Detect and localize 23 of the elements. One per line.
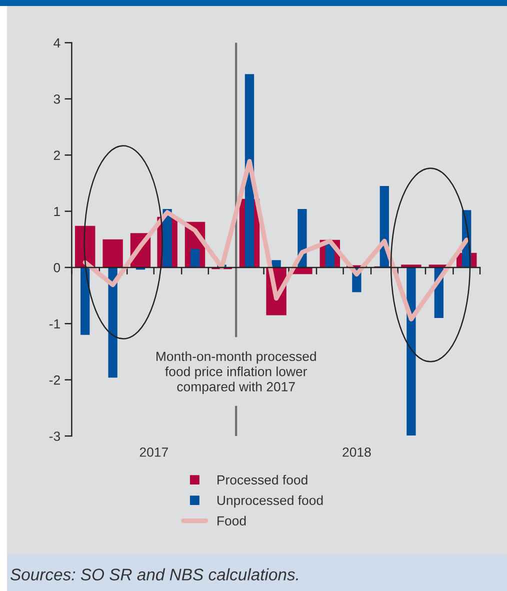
y-tick-label: 0 bbox=[54, 263, 60, 272]
bar bbox=[102, 239, 123, 268]
bar bbox=[406, 267, 416, 436]
y-tick-label: -3 bbox=[49, 432, 60, 441]
bar bbox=[401, 264, 422, 268]
annotation: Month-on-month processed food price inflation lower compared with 2017 bbox=[156, 351, 316, 394]
y-tick-label: -1 bbox=[49, 319, 60, 328]
legend-label: Processed food bbox=[218, 474, 308, 485]
x-tick-label: 2017 bbox=[140, 447, 168, 457]
source-note: Sources: SO SR and NBS calculations. bbox=[10, 568, 298, 580]
bar bbox=[108, 267, 118, 378]
legend-label: Unprocessed food bbox=[217, 495, 323, 508]
y-tick-label: 4 bbox=[54, 38, 60, 48]
line-series bbox=[82, 158, 469, 322]
y-tick-label: 3 bbox=[54, 94, 60, 104]
legend-label: Food bbox=[218, 516, 246, 526]
y-tick-label: 1 bbox=[54, 206, 60, 216]
bar bbox=[190, 248, 200, 268]
bar bbox=[80, 267, 90, 335]
y-tick-label: -2 bbox=[49, 375, 60, 385]
bar bbox=[272, 260, 281, 268]
y-tick-label: 2 bbox=[54, 150, 60, 160]
x-tick-label: 2018 bbox=[342, 447, 371, 457]
